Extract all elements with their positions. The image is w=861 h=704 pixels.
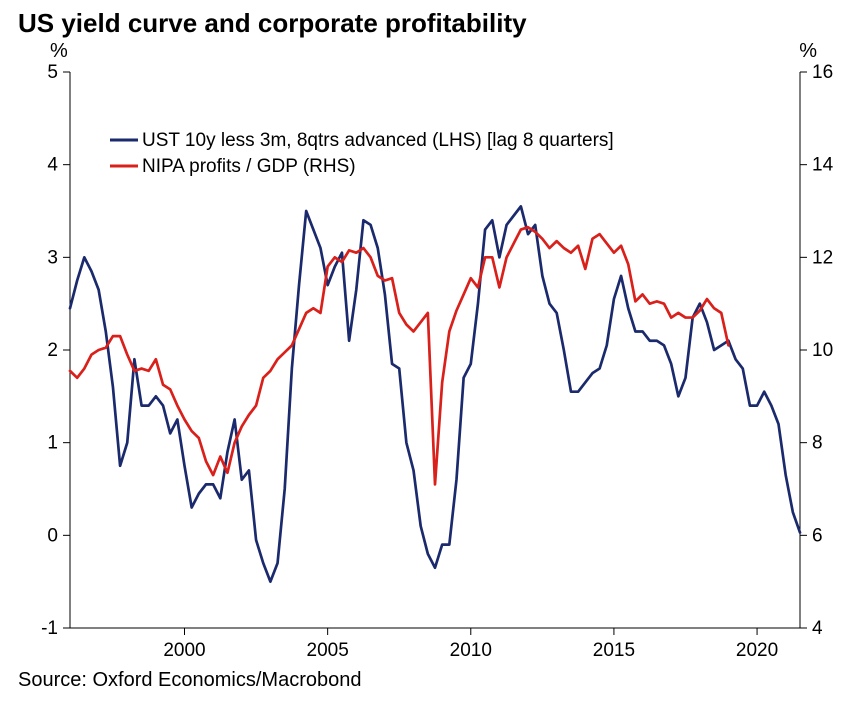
- y-tick-label-right: 10: [812, 340, 833, 361]
- legend-label: NIPA profits / GDP (RHS): [142, 156, 356, 177]
- y-tick-label-left: 0: [47, 525, 58, 546]
- x-tick-label: 2000: [163, 640, 205, 661]
- source-text: Source: Oxford Economics/Macrobond: [18, 669, 362, 692]
- y-tick-label-left: 4: [47, 155, 58, 176]
- series-nipa_profits: [70, 227, 728, 484]
- y-tick-label-left: -1: [41, 618, 58, 639]
- y-tick-label-right: 6: [812, 525, 823, 546]
- y-tick-label-left: 5: [47, 62, 58, 83]
- chart-svg: 20002005201020152020-101234546810121416U…: [0, 0, 861, 704]
- x-tick-label: 2020: [736, 640, 778, 661]
- y-tick-label-right: 12: [812, 247, 833, 268]
- y-tick-label-left: 1: [47, 433, 58, 454]
- y-tick-label-left: 2: [47, 340, 58, 361]
- y-tick-label-right: 8: [812, 433, 823, 454]
- y-tick-label-right: 16: [812, 62, 833, 83]
- x-tick-label: 2005: [307, 640, 349, 661]
- series-ust_spread: [70, 206, 800, 581]
- x-tick-label: 2015: [593, 640, 635, 661]
- x-tick-label: 2010: [450, 640, 492, 661]
- y-tick-label-right: 4: [812, 618, 823, 639]
- y-tick-label-right: 14: [812, 155, 834, 176]
- chart-container: US yield curve and corporate profitabili…: [0, 0, 861, 704]
- legend-label: UST 10y less 3m, 8qtrs advanced (LHS) [l…: [142, 130, 614, 151]
- y-tick-label-left: 3: [47, 247, 58, 268]
